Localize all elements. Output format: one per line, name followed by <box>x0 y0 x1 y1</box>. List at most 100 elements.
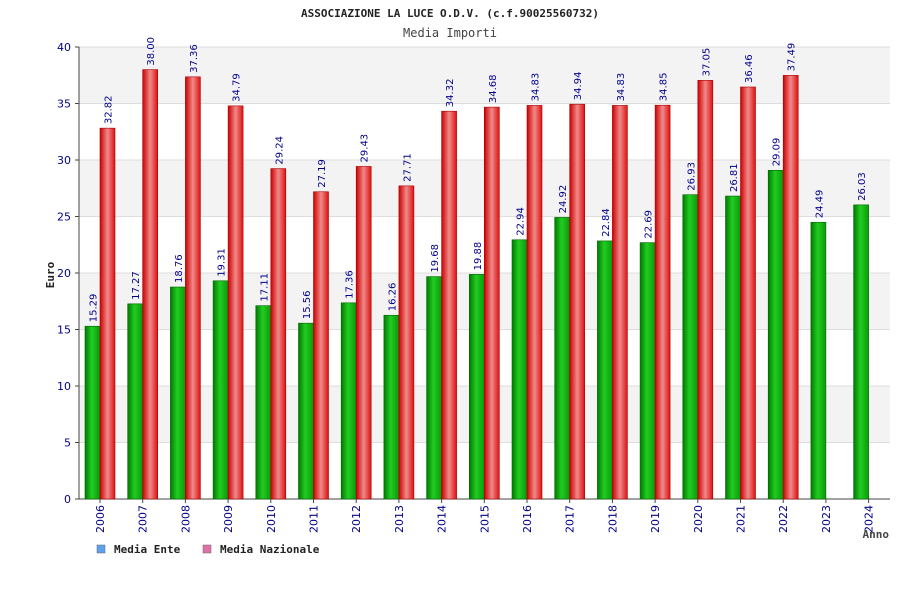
bar-media-ente <box>84 325 101 500</box>
legend-label-media-ente: Media Ente <box>114 543 181 556</box>
bar-media-nazionale <box>142 69 158 500</box>
bar-media-ente <box>468 274 485 500</box>
data-label: 19.68 <box>430 244 441 273</box>
bar-media-nazionale <box>441 110 457 500</box>
x-tick-label: 2016 <box>521 505 534 533</box>
bar-media-ente <box>340 302 357 500</box>
data-label: 29.24 <box>274 136 285 165</box>
data-label: 26.03 <box>857 172 868 201</box>
y-tick-label: 20 <box>57 267 71 280</box>
x-tick-label: 2009 <box>222 505 235 533</box>
bar-media-nazionale <box>612 105 628 500</box>
bar-media-nazionale <box>654 104 671 500</box>
data-label: 34.94 <box>573 72 584 101</box>
x-tick-label: 2018 <box>606 505 619 533</box>
x-tick-label: 2011 <box>308 505 321 533</box>
chart-title: ASSOCIAZIONE LA LUCE O.D.V. (c.f.9002556… <box>301 7 599 20</box>
y-tick-label: 40 <box>57 41 71 54</box>
data-label: 22.84 <box>601 208 612 237</box>
bar-media-ente <box>639 242 656 500</box>
bar-media-nazionale <box>99 127 116 500</box>
bar-media-ente <box>298 322 314 500</box>
x-tick-label: 2020 <box>692 505 705 533</box>
bar-media-ente <box>255 305 272 500</box>
data-label: 27.71 <box>402 153 413 182</box>
x-tick-label: 2017 <box>564 505 577 533</box>
bar-media-nazionale <box>355 166 372 500</box>
data-label: 17.36 <box>345 270 356 299</box>
x-tick-label: 2019 <box>649 505 662 533</box>
legend-swatch-media-nazionale <box>202 544 212 554</box>
x-tick-label: 2007 <box>137 505 150 533</box>
x-tick-label: 2006 <box>94 505 107 533</box>
bar-media-nazionale <box>398 185 415 500</box>
data-label: 15.56 <box>302 291 313 320</box>
data-label: 15.29 <box>89 294 100 323</box>
data-label: 34.68 <box>488 74 499 103</box>
bar-media-nazionale <box>526 105 543 500</box>
x-axis-label: Anno <box>863 528 890 541</box>
data-label: 34.83 <box>616 73 627 102</box>
data-label: 27.19 <box>317 159 328 188</box>
x-tick-label: 2015 <box>478 505 491 533</box>
bar-media-ente <box>426 276 442 500</box>
bar-media-ente <box>597 240 613 500</box>
data-label: 18.76 <box>174 254 185 283</box>
bar-media-ente <box>810 221 827 500</box>
bar-media-ente <box>725 195 741 500</box>
legend: Media Ente Media Nazionale <box>96 543 320 556</box>
legend-swatch-media-ente <box>96 544 106 554</box>
bar-media-nazionale <box>483 106 500 500</box>
bar-media-ente <box>767 169 784 500</box>
y-tick-label: 25 <box>57 211 71 224</box>
chart-subtitle: Media Importi <box>403 26 497 40</box>
y-tick-label: 30 <box>57 154 71 167</box>
y-tick-label: 15 <box>57 324 71 337</box>
data-label: 29.09 <box>772 138 783 167</box>
data-label: 24.92 <box>558 185 569 214</box>
data-label: 26.81 <box>729 163 740 192</box>
bar-media-nazionale <box>270 168 287 500</box>
bar-media-nazionale <box>185 76 201 500</box>
plot-area: 0 5 10 15 20 25 30 35 40 15.29 32.82 2006 17.27 38.00… <box>57 37 890 533</box>
bar-media-nazionale <box>227 105 244 500</box>
data-label: 34.32 <box>445 79 456 108</box>
x-tick-label: 2010 <box>265 505 278 533</box>
data-label: 34.79 <box>232 73 243 102</box>
data-label: 37.05 <box>701 48 712 77</box>
y-axis-label: Euro <box>44 261 57 288</box>
data-label: 19.31 <box>217 248 228 277</box>
data-label: 38.00 <box>146 37 157 66</box>
x-tick-label: 2014 <box>436 505 449 533</box>
x-tick-label: 2008 <box>179 505 192 533</box>
x-tick-label: 2024 <box>863 505 876 533</box>
bar-media-ente <box>511 239 528 500</box>
bar-media-nazionale <box>740 86 756 500</box>
bar-media-ente <box>554 217 571 500</box>
data-label: 29.43 <box>360 134 371 163</box>
data-label: 26.93 <box>686 162 697 191</box>
data-label: 32.82 <box>104 95 115 124</box>
y-tick-label: 0 <box>64 493 71 506</box>
y-tick-label: 5 <box>64 437 71 450</box>
bar-media-nazionale <box>569 103 586 500</box>
data-label: 24.49 <box>814 190 825 219</box>
x-tick-label: 2012 <box>350 505 363 533</box>
data-label: 22.69 <box>644 210 655 239</box>
x-tick-label: 2023 <box>820 505 833 533</box>
bar-media-nazionale <box>313 191 329 500</box>
data-label: 34.85 <box>659 73 670 102</box>
bar-media-ente <box>127 303 143 500</box>
data-label: 17.11 <box>259 273 270 302</box>
data-label: 37.49 <box>787 43 798 72</box>
data-label: 17.27 <box>131 271 142 300</box>
data-label: 37.36 <box>189 44 200 73</box>
y-tick-label: 35 <box>57 98 71 111</box>
y-tick-label: 10 <box>57 380 71 393</box>
data-label: 19.88 <box>473 242 484 271</box>
bar-media-nazionale <box>782 75 799 500</box>
x-tick-label: 2013 <box>393 505 406 533</box>
bar-media-ente <box>170 286 186 500</box>
x-tick-label: 2021 <box>735 505 748 533</box>
